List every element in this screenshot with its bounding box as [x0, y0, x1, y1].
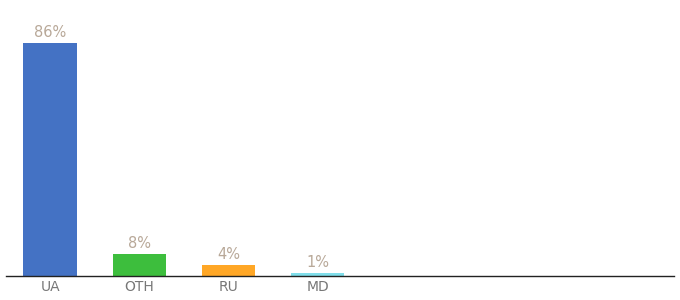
Text: 86%: 86%	[34, 25, 66, 40]
Text: 4%: 4%	[217, 247, 240, 262]
Bar	[202, 265, 255, 276]
Bar	[291, 273, 345, 276]
Bar	[113, 254, 166, 276]
Bar	[23, 44, 77, 276]
Text: 1%: 1%	[306, 255, 329, 270]
Text: 8%: 8%	[128, 236, 151, 251]
